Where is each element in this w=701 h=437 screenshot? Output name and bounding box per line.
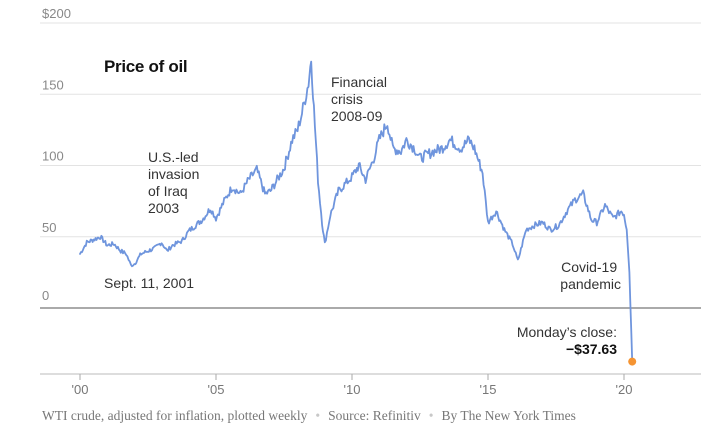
annotation-line: U.S.-led (148, 149, 199, 165)
x-axis-ticks: '00 '05 '10 '15 '20 (72, 374, 633, 397)
annotation-iraq-invasion: U.S.-led invasion of Iraq 2003 (148, 149, 203, 216)
annotation-financial-crisis: Financial crisis 2008-09 (331, 74, 391, 124)
x-tick-label: '20 (616, 382, 633, 397)
chart-footer: WTI crude, adjusted for inflation, plott… (42, 408, 576, 424)
x-tick-label: '10 (344, 382, 361, 397)
annotation-line: 2008-09 (331, 108, 383, 124)
annotation-line: invasion (148, 166, 199, 182)
monday-close-value: −$37.63 (566, 341, 617, 357)
monday-close-label: Monday’s close: (517, 324, 617, 340)
annotation-line: of Iraq (148, 183, 188, 199)
y-tick-label: 0 (42, 288, 49, 303)
oil-price-chart: $200 150 100 50 0 '00 '05 '10 '15 '20 Price of o… (40, 6, 701, 397)
x-tick-label: '05 (208, 382, 225, 397)
y-tick-label: $200 (42, 6, 71, 21)
chart-title: Price of oil (104, 57, 187, 76)
y-tick-label: 50 (42, 220, 56, 235)
y-gridlines (40, 22, 701, 238)
monday-close-dot (628, 357, 637, 366)
footer-separator: • (315, 408, 321, 423)
annotation-sept-11: Sept. 11, 2001 (104, 275, 194, 291)
footer-note: WTI crude, adjusted for inflation, plott… (42, 408, 308, 423)
y-tick-label: 100 (42, 149, 64, 164)
annotation-line: Covid-19 (561, 259, 617, 275)
annotation-line: 2003 (148, 200, 179, 216)
annotation-line: Financial (331, 74, 387, 90)
y-tick-labels: $200 150 100 50 0 (42, 6, 71, 303)
x-tick-label: '00 (72, 382, 89, 397)
annotation-line: crisis (331, 91, 363, 107)
annotation-line: pandemic (560, 276, 621, 292)
footer-source: Source: Refinitiv (328, 408, 421, 423)
annotation-covid: Covid-19 pandemic (560, 259, 621, 292)
footer-byline: By The New York Times (441, 408, 576, 423)
footer-separator: • (428, 408, 434, 423)
y-tick-label: 150 (42, 77, 64, 92)
oil-price-line (79, 60, 634, 363)
x-tick-label: '15 (480, 382, 497, 397)
